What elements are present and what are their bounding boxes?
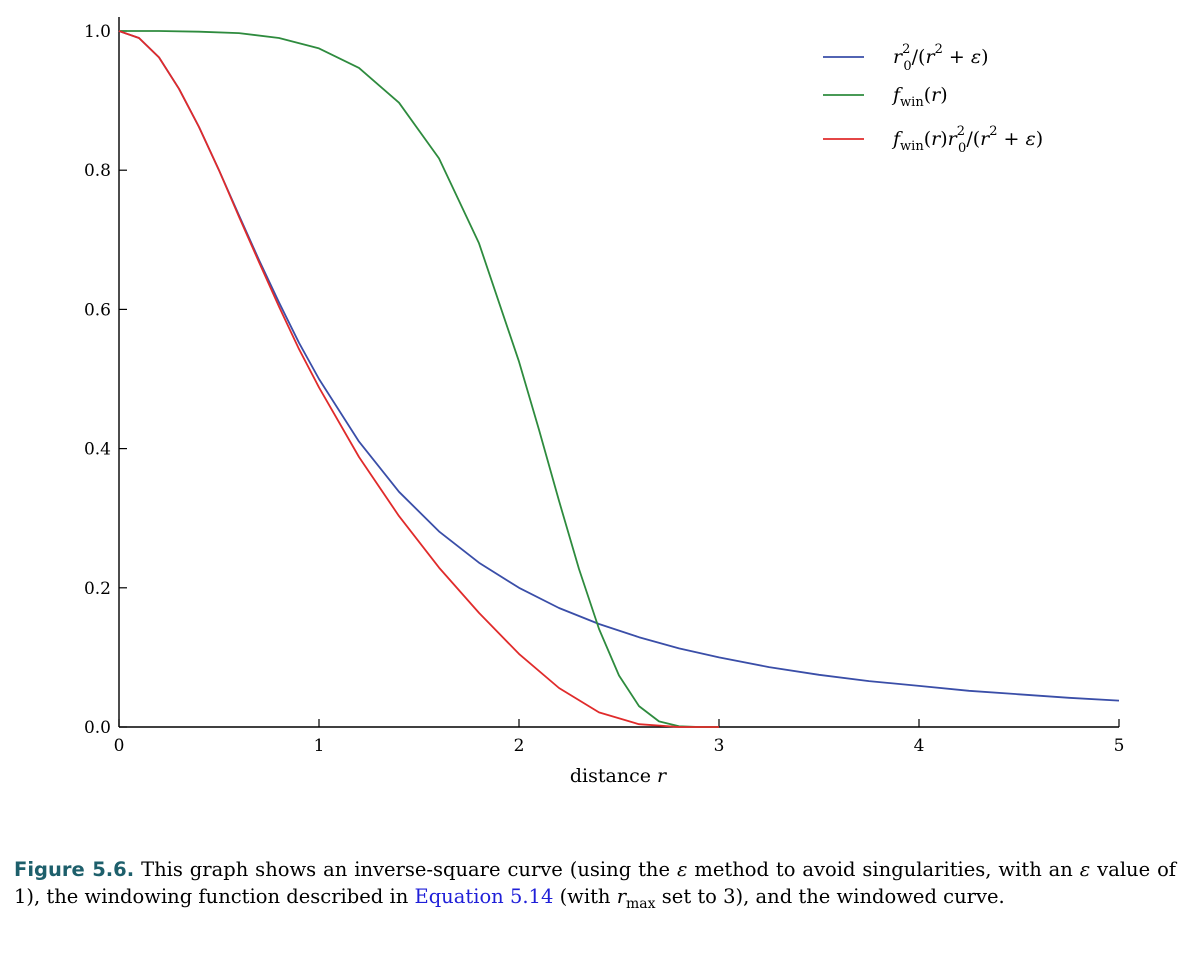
legend-entry-green: fwin(r) <box>891 84 948 110</box>
plot-area: 0 1 2 3 4 5 0.0 0.2 0.4 0.6 0.8 1.0 <box>84 17 1124 756</box>
series-lines <box>118 30 1120 728</box>
caption-epsilon: ε <box>676 858 688 881</box>
figure-label: Figure 5.6. <box>14 858 135 881</box>
caption-text-b: method to avoid singularities, with an <box>694 858 1073 881</box>
series-line-windowed-curve <box>118 30 719 728</box>
legend: r2 0/(r2 + ε) fwin(r) fwin(r)r2 0/(r2 + ε) <box>823 42 1043 156</box>
x-tick-label: 2 <box>514 736 525 756</box>
x-tick-label: 1 <box>314 736 325 756</box>
caption-text-a: This graph shows an inverse-square curve… <box>141 858 671 881</box>
figure-caption: Figure 5.6. This graph shows an inverse-… <box>14 856 1176 918</box>
x-tick-label: 0 <box>114 736 125 756</box>
x-tick-label: 5 <box>1114 736 1125 756</box>
series-line-window <box>119 30 719 728</box>
legend-entry-red: fwin(r)r2 0/(r2 + ε) <box>891 124 1043 156</box>
y-tick-label: 0.0 <box>84 718 111 738</box>
y-tick-label: 1.0 <box>84 22 111 42</box>
y-tick-label: 0.6 <box>84 300 111 320</box>
chart: 0 1 2 3 4 5 0.0 0.2 0.4 0.6 0.8 1.0 r2 0/(r2 + ε) f… <box>84 17 1124 787</box>
caption-epsilon-2: ε <box>1079 858 1091 881</box>
x-ticks: 0 1 2 3 4 5 <box>114 719 1125 756</box>
caption-rmax: rmax <box>616 885 656 912</box>
x-tick-label: 3 <box>714 736 725 756</box>
x-tick-label: 4 <box>914 736 925 756</box>
equation-link[interactable]: Equation 5.14 <box>414 885 554 908</box>
y-ticks: 0.0 0.2 0.4 0.6 0.8 1.0 <box>84 22 127 738</box>
caption-text-e: set to 3), and the windowed curve. <box>661 885 1005 908</box>
y-tick-label: 0.8 <box>84 161 111 181</box>
y-tick-label: 0.2 <box>84 579 111 599</box>
caption-rmax-sub: max <box>626 895 656 912</box>
caption-text-c: value of 1), the windowing function desc… <box>14 858 1177 908</box>
x-axis-label: distance r <box>570 765 668 787</box>
y-tick-label: 0.4 <box>84 440 111 460</box>
caption-text-d: (with <box>559 885 611 908</box>
caption-rmax-r: r <box>616 885 627 908</box>
legend-entry-blue: r2 0/(r2 + ε) <box>893 42 988 74</box>
